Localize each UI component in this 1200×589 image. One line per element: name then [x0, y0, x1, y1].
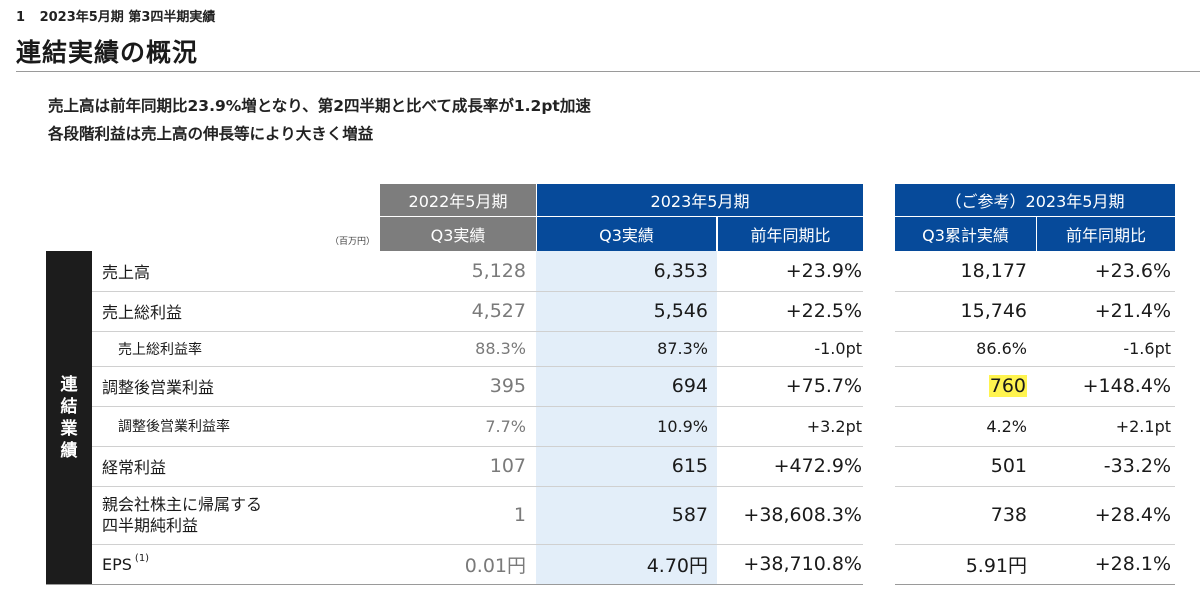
cell-value: -33.2% [1103, 455, 1171, 477]
row-divider [895, 486, 1175, 487]
row-divider [92, 544, 863, 545]
row-label-gross-margin: 売上総利益率 [118, 341, 202, 358]
cell-value: +75.7% [785, 375, 862, 397]
cell-value: -1.6pt [1123, 339, 1171, 358]
cell-value: +3.2pt [806, 416, 862, 436]
subheader-fy2023-yoy: 前年同期比 [717, 217, 863, 251]
row-divider [895, 291, 1175, 292]
cell-value: 87.3% [657, 339, 708, 358]
cell-value: +38,608.3% [743, 504, 862, 526]
cell-value: 0.01円 [464, 554, 526, 577]
table-bottom-rule [46, 584, 863, 585]
row-divider [895, 366, 1175, 367]
row-label-text: EPS [102, 554, 132, 574]
row-divider [92, 331, 863, 332]
row-divider [895, 446, 1175, 447]
page-header: 1 2023年5月期 第3四半期実績 連結実績の概況 [16, 6, 215, 69]
cell-value: 15,746 [960, 300, 1027, 322]
cell-value: +28.1% [1094, 553, 1171, 575]
row-divider [92, 446, 863, 447]
subheader-ref-cumulative: Q3累計実績 [895, 217, 1036, 251]
row-label-ordinary-income: 経常利益 [102, 458, 167, 477]
cell-value: 587 [671, 504, 708, 526]
cell-value: 4,527 [471, 300, 526, 322]
row-divider [895, 331, 1175, 332]
cell-value: 5,128 [471, 260, 526, 282]
row-label-gross-profit: 売上総利益 [102, 303, 183, 322]
cell-value: 5.91円 [965, 554, 1027, 577]
page-number: 1 [16, 10, 26, 25]
cell-value: 86.6% [976, 339, 1027, 358]
header-fy2023: 2023年5月期 [536, 184, 863, 216]
cell-value: +23.6% [1094, 260, 1171, 282]
sidebar-char: 結 [60, 396, 78, 417]
cell-value: +472.9% [773, 455, 862, 477]
current-quarter-column-highlight [536, 251, 717, 584]
summary-line-1: 売上高は前年同期比23.9%増となり、第2四半期と比べて成長率が1.2pt加速 [48, 97, 591, 115]
section-label: 1 2023年5月期 第3四半期実績 [16, 6, 215, 25]
sidebar-char: 業 [60, 418, 78, 439]
cell-value: 10.9% [657, 416, 708, 436]
summary-text: 売上高は前年同期比23.9%増となり、第2四半期と比べて成長率が1.2pt加速 … [48, 92, 591, 148]
row-divider [895, 544, 1175, 545]
highlight-marker: 760 [988, 375, 1027, 397]
cell-value: 501 [990, 455, 1027, 477]
subheader-fy2022-q3: Q3実績 [380, 217, 536, 251]
unit-label: （百万円） [330, 237, 376, 247]
cell-value: +22.5% [785, 300, 862, 322]
row-label-net-income: 親会社株主に帰属する 四半期純利益 [102, 486, 262, 544]
header-divider [16, 71, 1200, 72]
subheader-fy2023-q3: Q3実績 [536, 217, 716, 251]
cell-value: 88.3% [475, 339, 526, 358]
cell-value-highlighted: 760 [895, 366, 1027, 406]
cell-value: +28.4% [1094, 504, 1171, 526]
cell-value: 615 [671, 455, 708, 477]
cell-value: 5,546 [653, 300, 708, 322]
section-name: 2023年5月期 第3四半期実績 [39, 10, 216, 25]
row-divider [92, 291, 863, 292]
cell-value: 18,177 [960, 260, 1027, 282]
row-label-line: 親会社株主に帰属する [102, 495, 263, 514]
row-divider [92, 406, 863, 407]
header-reference-fy2023: （ご参考）2023年5月期 [895, 184, 1175, 216]
page-title: 連結実績の概況 [16, 38, 199, 67]
row-divider [895, 406, 1175, 407]
summary-line-2: 各段階利益は売上高の伸長等により大きく増益 [48, 125, 374, 143]
cell-value: +21.4% [1094, 300, 1171, 322]
sidebar-char: 連 [60, 374, 78, 395]
cell-value: +2.1pt [1115, 416, 1171, 436]
footnote-marker: (1) [134, 552, 150, 564]
row-label-net-sales: 売上高 [102, 263, 151, 282]
row-label-adjusted-operating-margin: 調整後営業利益率 [118, 419, 230, 435]
cell-value: +38,710.8% [743, 553, 862, 575]
row-label-eps: EPS (1) [102, 544, 149, 584]
cell-value: +23.9% [785, 260, 862, 282]
row-label-adjusted-operating-income: 調整後営業利益 [102, 378, 215, 397]
row-divider [92, 486, 863, 487]
sidebar-char: 績 [60, 440, 78, 461]
consolidated-results-sidebar: 連 結 業 績 [46, 251, 92, 584]
cell-value: 6,353 [653, 260, 708, 282]
table-bottom-rule [895, 584, 1175, 585]
cell-value: +148.4% [1082, 375, 1171, 397]
cell-value: 7.7% [485, 416, 526, 436]
cell-value: 694 [671, 375, 708, 397]
cell-value: 1 [513, 504, 526, 526]
cell-value: 4.2% [986, 416, 1027, 436]
row-divider [92, 366, 863, 367]
cell-value: 107 [489, 455, 526, 477]
cell-value: -1.0pt [814, 339, 862, 358]
row-label-line: 四半期純利益 [102, 516, 199, 535]
cell-value: 738 [990, 504, 1027, 526]
subheader-ref-yoy: 前年同期比 [1036, 217, 1175, 251]
cell-value: 395 [489, 375, 526, 397]
header-fy2022: 2022年5月期 [380, 184, 536, 216]
cell-value: 4.70円 [646, 554, 708, 577]
